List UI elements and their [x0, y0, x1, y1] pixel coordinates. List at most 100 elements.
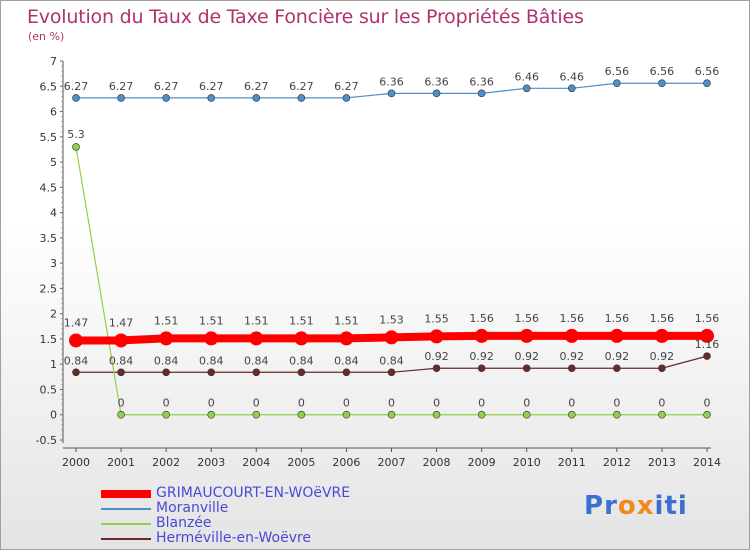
y-tick-label: 7: [50, 55, 57, 68]
x-tick-label: 2009: [468, 456, 496, 469]
series-point-2: [613, 410, 621, 419]
y-tick-label: 1: [50, 358, 57, 371]
x-tick-label: 2002: [152, 456, 180, 469]
data-label-1: 6.27: [109, 80, 134, 93]
data-label-2: 0: [568, 397, 575, 410]
data-label-3: 0.92: [469, 350, 494, 363]
y-tick-label: 6: [50, 106, 57, 119]
data-label-0: 1.47: [109, 316, 134, 329]
x-tick-label: 2012: [603, 456, 631, 469]
data-label-3: 0.84: [64, 354, 89, 367]
proxiti-logo: Proxiti: [584, 491, 688, 521]
data-label-2: 0: [388, 397, 395, 410]
data-label-0: 1.53: [379, 313, 404, 326]
data-label-2: 0: [163, 397, 170, 410]
data-label-1: 6.27: [334, 80, 359, 93]
y-tick-label: 4.5: [40, 181, 58, 194]
series-point-0: [429, 329, 444, 344]
logo-letter: i: [654, 491, 665, 521]
data-label-0: 1.56: [605, 312, 630, 325]
data-label-3: 0.84: [289, 354, 314, 367]
logo-letter: x: [636, 491, 655, 521]
data-label-1: 6.27: [199, 80, 224, 93]
series-point-3: [342, 368, 351, 377]
series-point-0: [700, 328, 714, 343]
data-label-1: 6.27: [244, 80, 269, 93]
series-point-0: [564, 328, 579, 343]
data-label-0: 1.51: [199, 314, 224, 327]
series-point-2: [297, 410, 306, 419]
x-tick-label: 2001: [107, 456, 135, 469]
series-point-1: [387, 89, 396, 98]
unit-label: (en %): [28, 30, 65, 43]
data-label-1: 6.27: [64, 80, 89, 93]
y-tick-label: 0: [50, 409, 57, 422]
series-point-1: [252, 94, 261, 102]
series-point-3: [613, 364, 621, 373]
series-point-2: [477, 410, 486, 419]
x-tick-label: 2000: [62, 456, 90, 469]
legend-swatch-moranville: [101, 508, 151, 510]
legend-label-moranville: Moranville: [156, 500, 229, 516]
series-point-2: [162, 410, 170, 419]
legend-swatch-grimaucourt: [101, 490, 151, 498]
series-point-0: [159, 331, 174, 346]
series-point-0: [249, 331, 264, 346]
series-point-1: [162, 94, 170, 102]
data-label-3: 0.84: [109, 354, 134, 367]
series-point-0: [609, 328, 624, 343]
series-point-1: [117, 94, 125, 102]
x-tick-label: 2004: [242, 456, 270, 469]
data-label-0: 1.56: [560, 312, 585, 325]
series-point-2: [342, 410, 351, 419]
data-label-3: 0.84: [379, 354, 404, 367]
series-point-1: [297, 94, 306, 102]
series-point-2: [432, 410, 441, 419]
data-label-0: 1.47: [64, 316, 89, 329]
series-point-2: [117, 410, 125, 419]
data-label-0: 1.56: [514, 312, 539, 325]
x-tick-label: 2011: [558, 456, 586, 469]
series-point-1: [703, 79, 711, 88]
series-point-1: [72, 94, 80, 102]
series-point-2: [387, 410, 396, 419]
data-label-0: 1.56: [695, 312, 720, 325]
data-label-3: 0.84: [199, 354, 224, 367]
series-point-2: [567, 410, 576, 419]
series-point-3: [117, 368, 125, 377]
chart-title: Evolution du Taux de Taxe Foncière sur l…: [27, 6, 584, 28]
series-point-2: [72, 143, 80, 151]
data-label-2: 0: [523, 397, 530, 410]
data-label-2: 0: [658, 397, 665, 410]
logo-letter: o: [617, 491, 637, 521]
data-label-2: 0: [253, 397, 260, 410]
series-point-0: [519, 328, 534, 343]
data-label-2: 0: [613, 397, 620, 410]
series-point-0: [114, 333, 129, 348]
series-point-1: [613, 79, 621, 88]
data-label-3: 0.84: [334, 354, 359, 367]
x-tick-label: 2006: [332, 456, 360, 469]
y-tick-label: 2: [50, 308, 57, 321]
data-label-0: 1.51: [244, 314, 269, 327]
x-tick-label: 2008: [423, 456, 451, 469]
series-point-3: [252, 368, 261, 377]
data-label-3: 0.92: [560, 350, 585, 363]
series-point-3: [703, 352, 711, 360]
data-label-3: 0.84: [154, 354, 179, 367]
series-point-0: [654, 328, 669, 343]
series-point-1: [567, 84, 576, 93]
data-label-3: 1.16: [695, 338, 720, 351]
data-label-1: 6.46: [560, 70, 585, 83]
series-point-3: [477, 364, 486, 373]
data-label-1: 6.27: [154, 80, 179, 93]
data-label-1: 6.56: [650, 65, 675, 78]
y-tick-label: 4: [50, 207, 57, 220]
logo-letter: i: [677, 491, 688, 521]
y-tick-label: 5: [50, 156, 57, 169]
series-point-2: [207, 410, 216, 419]
data-label-0: 1.51: [289, 314, 314, 327]
data-label-0: 1.55: [424, 312, 449, 325]
